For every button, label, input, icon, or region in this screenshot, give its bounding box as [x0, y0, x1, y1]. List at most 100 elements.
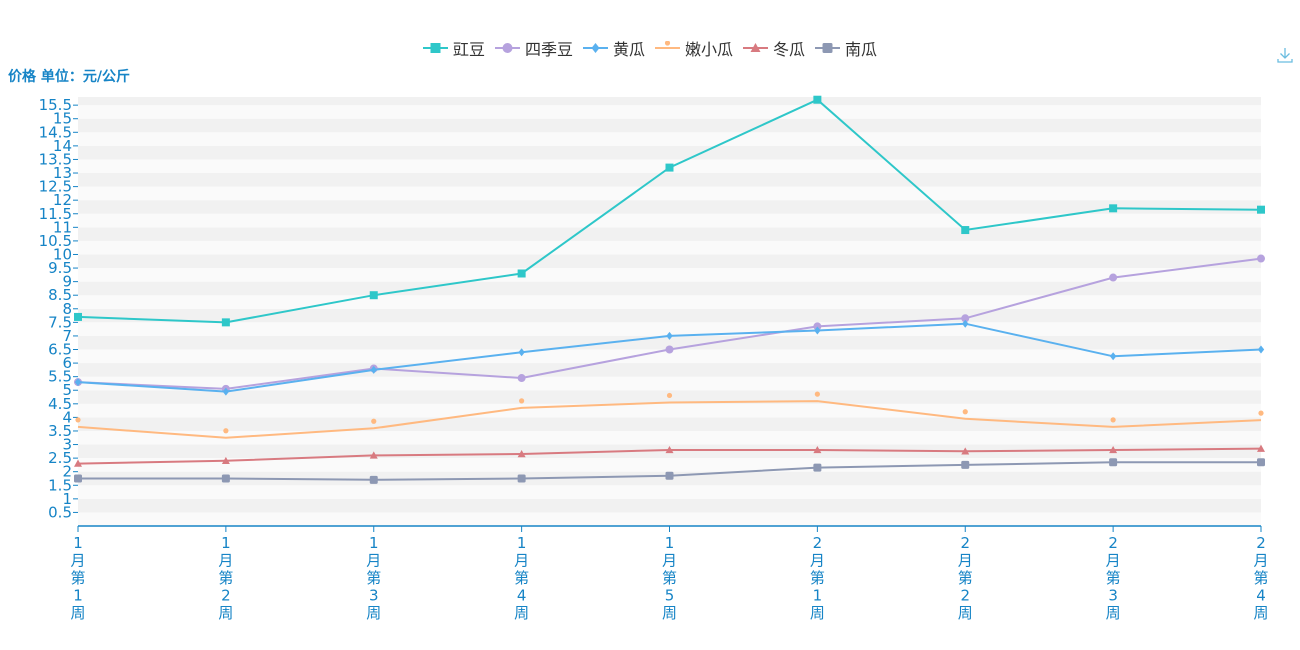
circle-legend-icon [494, 43, 520, 53]
data-point [74, 312, 82, 321]
grid-band [78, 308, 1261, 323]
data-point [369, 451, 378, 459]
pin-head [666, 392, 673, 399]
x-tick-label: 1 月第 2 周 [218, 534, 233, 622]
x-tick-label: 2 月第 4 周 [1253, 534, 1268, 622]
pin-legend-icon [655, 41, 680, 49]
data-point [1258, 410, 1264, 416]
y-tick-label: 7 [62, 327, 72, 345]
grid-band [78, 200, 1261, 214]
pin-head [1258, 410, 1264, 416]
series-4 [74, 444, 1265, 467]
grid-bands [78, 97, 1261, 526]
y-tick-label: 6 [62, 354, 72, 372]
legend-item[interactable]: 南瓜 [815, 36, 877, 60]
diamond-legend-icon [582, 43, 608, 53]
y-tick-label: 14 [53, 137, 72, 155]
grid-band [78, 145, 1261, 160]
data-point [814, 326, 821, 335]
legend-item[interactable]: 冬瓜 [743, 36, 805, 60]
data-point [430, 43, 441, 53]
data-point [1257, 345, 1265, 354]
data-point [813, 463, 822, 472]
grid-band [78, 97, 1261, 106]
y-tick-label: 3.5 [48, 422, 72, 440]
legend-label: 嫩小瓜 [685, 40, 734, 59]
legend-item[interactable]: 四季豆 [494, 36, 573, 60]
data-point [518, 348, 525, 357]
grid-band [78, 186, 1261, 201]
data-point [517, 474, 526, 483]
series-line [77, 400, 1262, 439]
series-0 [74, 95, 1265, 327]
y-tick-label: 1.5 [48, 476, 72, 494]
grid-band [78, 498, 1261, 513]
grid-band [78, 118, 1261, 133]
data-point [822, 43, 833, 53]
grid-band [78, 132, 1261, 146]
pin-head [814, 391, 820, 397]
y-tick-label: 7.5 [48, 313, 72, 331]
grid-band [78, 227, 1261, 241]
y-tick-label: 5.5 [48, 368, 72, 386]
y-tick-label: 12.5 [39, 178, 72, 196]
y-tick-label: 11.5 [39, 205, 72, 223]
data-point [814, 391, 820, 397]
data-point [517, 269, 526, 278]
y-tick-label: 9.5 [48, 259, 72, 277]
square-legend-icon [422, 43, 448, 53]
legend-label: 四季豆 [524, 40, 573, 59]
grid-band [78, 240, 1261, 255]
y-tick-label: 9 [62, 273, 72, 291]
y-tick-label: 12 [53, 191, 72, 209]
data-point [223, 428, 229, 434]
grid-band [78, 335, 1261, 350]
legend-item[interactable]: 豇豆 [422, 36, 485, 60]
series-3 [75, 391, 1264, 439]
data-point [370, 365, 377, 374]
y-tick-label: 2.5 [48, 449, 72, 467]
download-icon[interactable] [1276, 46, 1294, 64]
legend-item[interactable]: 黄瓜 [582, 36, 645, 60]
y-tick-label: 15 [53, 110, 72, 128]
y-tick-label: 13.5 [39, 150, 72, 168]
data-point [1257, 458, 1265, 467]
grid-band [78, 349, 1261, 364]
data-point [665, 163, 674, 172]
pin-head [962, 409, 968, 415]
grid-band [78, 363, 1261, 377]
legend-item[interactable]: 嫩小瓜 [655, 36, 733, 60]
y-tick-label: 10 [53, 245, 72, 263]
data-point [221, 456, 230, 465]
x-tick-label: 2 月第 2 周 [958, 534, 973, 622]
x-tick-label: 1 月第 4 周 [514, 534, 529, 622]
data-point [750, 43, 761, 52]
data-point [74, 378, 82, 387]
legend: 豇豆 四季豆 黄瓜 嫩小瓜 冬瓜 南瓜 [0, 36, 1300, 60]
grid-band [78, 268, 1261, 282]
data-point [1257, 444, 1265, 452]
data-point [221, 318, 230, 327]
pin-head [223, 428, 229, 434]
data-point [665, 445, 674, 454]
data-point [1110, 417, 1116, 423]
y-tick-label: 10.5 [39, 232, 72, 250]
legend-label: 豇豆 [452, 40, 485, 59]
y-tick-label: 4.5 [48, 395, 72, 413]
grid-band [78, 512, 1261, 526]
data-point [517, 374, 526, 383]
series-5 [74, 458, 1265, 484]
y-axis-label: 价格 单位：元/公斤 [8, 69, 130, 85]
data-point [962, 319, 969, 328]
y-tick-label: 14.5 [39, 123, 72, 141]
legend-label: 南瓜 [845, 40, 878, 59]
grid-band [78, 213, 1261, 228]
data-point [962, 409, 968, 415]
data-point [666, 331, 673, 340]
data-point [591, 43, 600, 53]
pin-head [75, 417, 81, 423]
pin-head [519, 398, 525, 404]
grid-band [78, 485, 1261, 499]
data-point [813, 322, 822, 331]
